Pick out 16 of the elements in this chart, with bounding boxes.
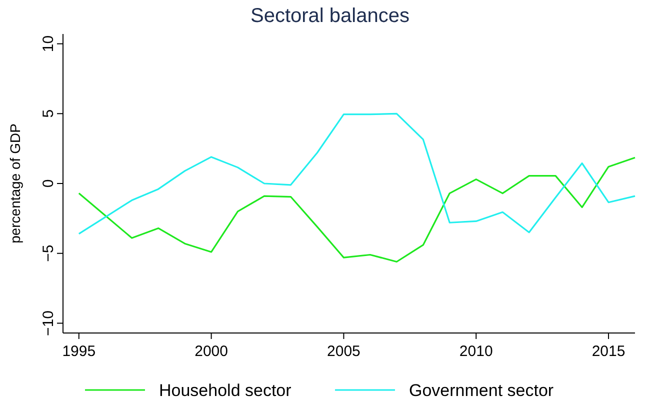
y-tick-label: 0 xyxy=(40,179,57,188)
chart-title: Sectoral balances xyxy=(250,5,410,27)
y-axis-title: percentage of GDP xyxy=(7,124,23,244)
x-tick-label: 1995 xyxy=(62,343,96,360)
x-tick-label: 2005 xyxy=(327,343,360,360)
x-tick-label: 2000 xyxy=(194,343,228,360)
legend-label: Government sector xyxy=(409,381,554,400)
y-tick-label: −10 xyxy=(40,310,57,336)
y-tick-label: −5 xyxy=(40,244,57,262)
legend-label: Household sector xyxy=(159,381,292,400)
x-tick-label: 2010 xyxy=(459,343,493,360)
line-series xyxy=(78,112,636,235)
x-tick-label: 2015 xyxy=(592,343,626,360)
y-tick-label: 10 xyxy=(40,35,57,52)
y-tick-label: 5 xyxy=(40,109,57,118)
line-series xyxy=(78,156,636,263)
